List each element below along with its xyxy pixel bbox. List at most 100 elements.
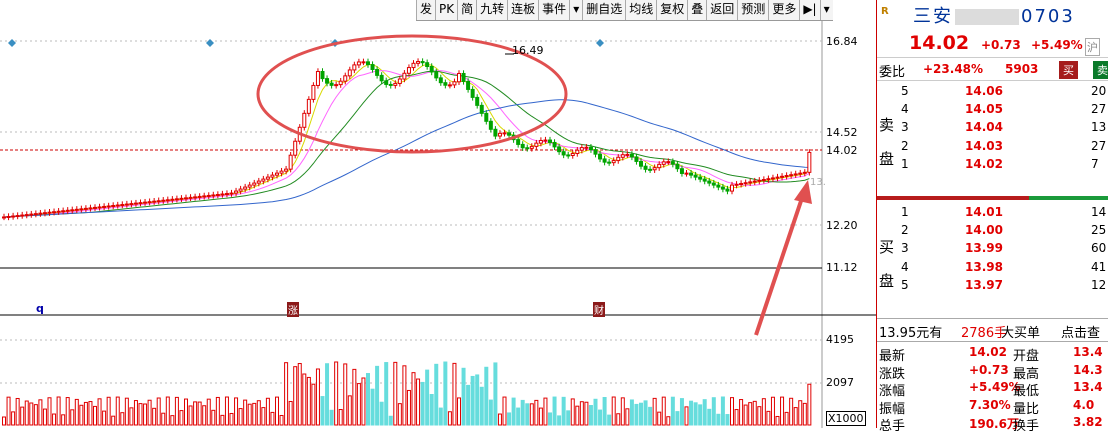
- volume-bar: [88, 401, 93, 426]
- candle-body: [679, 168, 684, 174]
- quote-row: 总手 190.6万 换手 3.82: [877, 413, 1108, 434]
- ask-row-5[interactable]: 5 14.06 20: [877, 82, 1108, 102]
- candle-body: [293, 140, 298, 156]
- candle-body: [770, 177, 775, 180]
- toolbar-item-13[interactable]: 更多: [768, 0, 800, 20]
- volume-bar: [352, 368, 357, 426]
- ma20-line: [3, 70, 810, 218]
- volume-bar: [725, 414, 730, 426]
- ask-row-4[interactable]: 4 14.05 27: [877, 100, 1108, 120]
- ask-label-1: 卖: [879, 116, 895, 134]
- ask-volume: 7: [1091, 156, 1099, 171]
- candle-body: [761, 179, 766, 182]
- candle-body: [620, 154, 625, 158]
- quote-value: 7.30%: [969, 397, 1011, 412]
- volume-bar: [320, 396, 325, 426]
- volume-bar: [211, 409, 216, 426]
- candle-body: [79, 208, 84, 211]
- toolbar-item-7[interactable]: 删自选: [582, 0, 626, 20]
- bid-row-4[interactable]: 4 13.98 41: [877, 258, 1108, 278]
- buy-button[interactable]: 买: [1059, 61, 1078, 79]
- ask-row-1[interactable]: 1 14.02 7: [877, 155, 1108, 175]
- candle-body: [748, 181, 753, 184]
- quote-row: 涨幅 +5.49% 最低 13.4: [877, 378, 1108, 399]
- bid-row-1[interactable]: 1 14.01 14: [877, 203, 1108, 223]
- volume-bar: [311, 383, 316, 426]
- bid-price: 14.00: [965, 223, 1003, 238]
- candle-body: [147, 201, 152, 204]
- candle-body: [24, 214, 29, 217]
- volume-bar: [561, 396, 566, 426]
- volume-bar: [770, 396, 775, 426]
- candle-body: [102, 205, 107, 208]
- toolbar-item-14[interactable]: ▶|: [799, 0, 820, 20]
- bid-volume: 14: [1091, 205, 1107, 219]
- toolbar-item-1[interactable]: PK: [435, 0, 458, 20]
- toolbar-item-9[interactable]: 复权: [656, 0, 688, 20]
- ma60-line: [3, 99, 810, 218]
- candle-body: [375, 68, 380, 76]
- volume-bar: [730, 397, 734, 426]
- bid-row-2[interactable]: 2 14.00 25: [877, 221, 1108, 241]
- toolbar-item-12[interactable]: 预测: [737, 0, 769, 20]
- ask-volume: 20: [1091, 84, 1107, 98]
- toolbar-item-0[interactable]: 发: [416, 0, 436, 20]
- bid-label-2: 盘: [879, 272, 895, 290]
- candle-body: [611, 160, 616, 164]
- candle-body: [502, 132, 507, 135]
- candle-body: [302, 112, 307, 128]
- volume-bar: [766, 410, 771, 426]
- bid-row-5[interactable]: 5 13.97 12: [877, 276, 1108, 296]
- candle-body: [443, 82, 448, 86]
- candle-body: [93, 206, 97, 209]
- volume-bar: [197, 401, 202, 426]
- quote-value-2: 3.82: [1073, 415, 1103, 429]
- volume-bar: [193, 401, 198, 426]
- quote-row: 振幅 7.30% 量比 4.0: [877, 396, 1108, 417]
- toolbar-item-15[interactable]: ▾: [819, 0, 833, 20]
- vol-tick-mid: 2097: [826, 376, 854, 389]
- volume-bar: [138, 403, 143, 426]
- vol-tick-top: 4195: [826, 333, 854, 346]
- candle-body: [670, 161, 675, 165]
- volume-bar: [475, 374, 480, 426]
- ask-row-2[interactable]: 2 14.03 27: [877, 137, 1108, 157]
- volume-bar: [598, 409, 603, 426]
- bid-label: 买 盘: [879, 230, 895, 298]
- toolbar-item-5[interactable]: 事件: [538, 0, 570, 20]
- toolbar-item-8[interactable]: 均线: [625, 0, 657, 20]
- ask-price: 14.06: [965, 84, 1003, 98]
- candle-body: [557, 146, 562, 153]
- bid-price: 14.01: [965, 205, 1003, 219]
- trade-line[interactable]: 13.95元有 2786手 大买单 点击查: [877, 318, 1108, 342]
- ask-level: 3: [901, 120, 909, 135]
- candle-body: [33, 213, 38, 216]
- sell-button[interactable]: 卖: [1093, 61, 1108, 79]
- candle-body: [243, 186, 248, 190]
- candle-body: [720, 186, 725, 190]
- candle-body: [325, 78, 330, 84]
- candle-body: [689, 172, 694, 176]
- candle-body: [379, 74, 384, 82]
- trade-click-action[interactable]: 点击查: [1061, 326, 1101, 341]
- toolbar-item-6[interactable]: ▾: [569, 0, 583, 20]
- candle-body: [143, 201, 148, 204]
- volume-bar: [70, 409, 75, 426]
- toolbar-item-10[interactable]: 叠: [687, 0, 707, 20]
- ask-row-3[interactable]: 3 14.04 13: [877, 118, 1108, 138]
- volume-bar: [325, 363, 330, 426]
- ask-price: 14.04: [965, 120, 1003, 135]
- candle-body: [538, 139, 543, 144]
- volume-bar: [443, 361, 448, 426]
- kline-chart-area[interactable]: 发 PK 简九转 连板 事件 ▾ 删自选 均线 复权叠返回 预测 更多 ▶| ▾ 16.84 14.52…: [0, 0, 876, 428]
- toolbar-item-11[interactable]: 返回: [706, 0, 738, 20]
- candle-body: [488, 120, 493, 130]
- toolbar-item-2[interactable]: 简: [457, 0, 477, 20]
- candle-body: [657, 163, 662, 169]
- candle-body: [202, 195, 207, 198]
- info-diamond-1: [206, 39, 214, 47]
- kline-chart-svg[interactable]: [0, 0, 876, 428]
- toolbar-item-4[interactable]: 连板: [507, 0, 539, 20]
- bid-row-3[interactable]: 3 13.99 60: [877, 239, 1108, 259]
- toolbar-item-3[interactable]: 九转: [476, 0, 508, 20]
